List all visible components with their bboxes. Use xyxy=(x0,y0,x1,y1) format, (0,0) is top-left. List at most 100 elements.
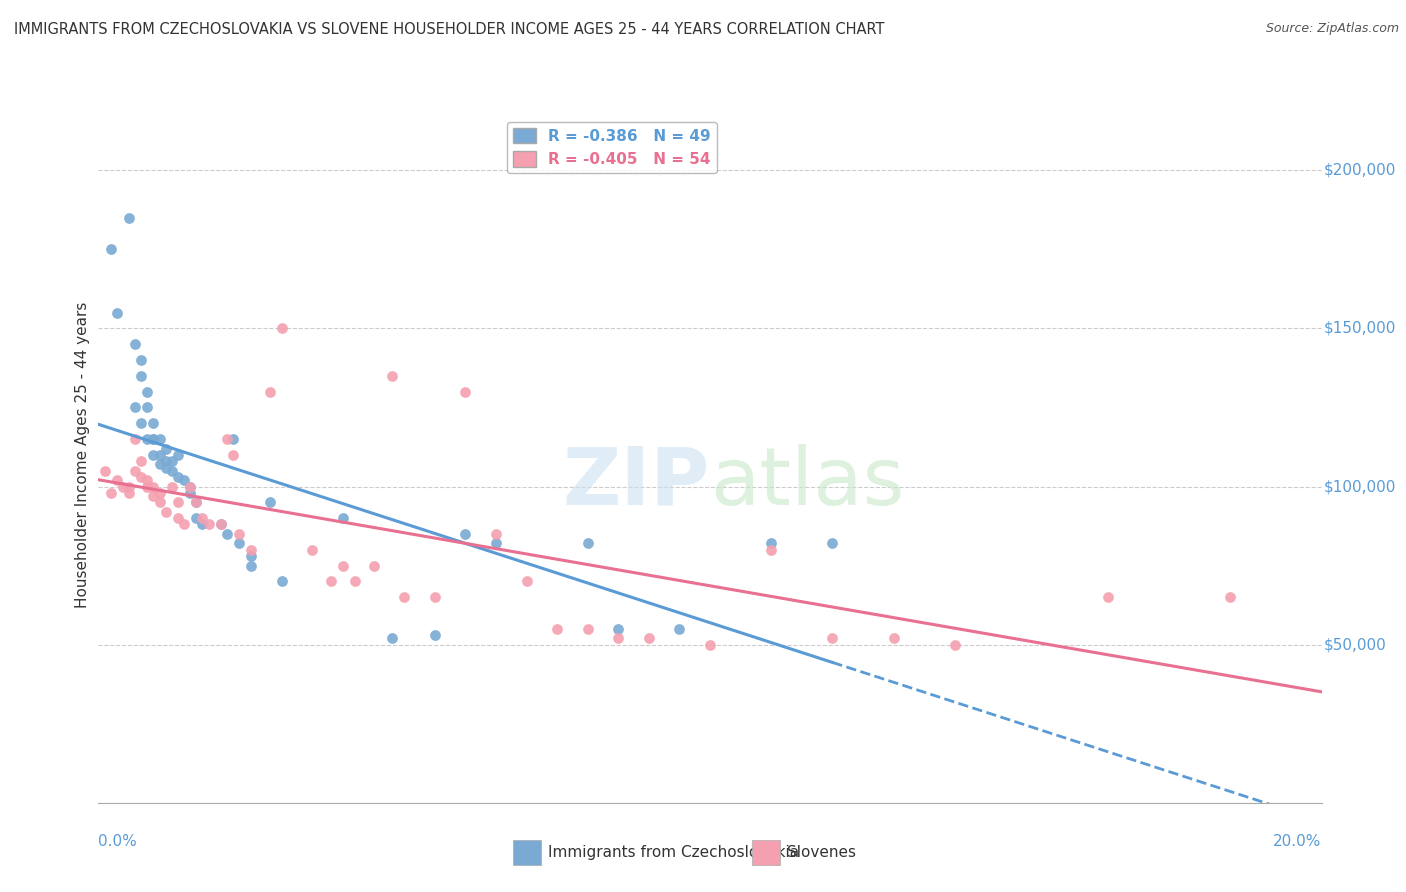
Point xyxy=(1097,591,1119,605)
Point xyxy=(142,432,165,446)
Point xyxy=(344,574,367,589)
Point xyxy=(883,632,905,646)
Point xyxy=(173,517,195,532)
Point xyxy=(155,505,177,519)
Point xyxy=(149,486,172,500)
Point xyxy=(759,542,782,557)
Point xyxy=(136,473,159,487)
Text: $200,000: $200,000 xyxy=(1324,163,1396,178)
Point xyxy=(124,432,146,446)
Text: Source: ZipAtlas.com: Source: ZipAtlas.com xyxy=(1265,22,1399,36)
Point xyxy=(259,495,281,509)
Point xyxy=(363,558,385,573)
Point xyxy=(186,511,208,525)
Point xyxy=(160,464,183,478)
Point xyxy=(381,368,404,383)
Point xyxy=(319,574,342,589)
Point xyxy=(270,574,292,589)
Point xyxy=(454,527,477,541)
Point xyxy=(100,243,122,257)
Point xyxy=(167,495,190,509)
Point xyxy=(100,486,122,500)
Point xyxy=(209,517,232,532)
Point xyxy=(124,401,146,415)
Point xyxy=(1219,591,1241,605)
Point xyxy=(142,417,165,431)
Point xyxy=(179,479,201,493)
Point xyxy=(228,536,250,550)
Point xyxy=(821,536,844,550)
Point xyxy=(142,432,165,446)
Point xyxy=(173,473,195,487)
Point xyxy=(136,432,159,446)
Point xyxy=(124,464,146,478)
Point xyxy=(142,448,165,462)
Point xyxy=(301,542,323,557)
Point xyxy=(149,432,172,446)
Point xyxy=(160,454,183,468)
Point xyxy=(332,558,354,573)
Point xyxy=(485,536,508,550)
Point xyxy=(228,527,250,541)
Point xyxy=(821,632,844,646)
Point xyxy=(215,527,238,541)
Point xyxy=(607,632,630,646)
Point xyxy=(129,368,152,383)
Point xyxy=(118,479,141,493)
Point xyxy=(943,638,966,652)
Point xyxy=(576,536,599,550)
Text: $100,000: $100,000 xyxy=(1324,479,1396,494)
Point xyxy=(699,638,721,652)
Point xyxy=(270,321,292,335)
Point xyxy=(759,536,782,550)
Point xyxy=(516,574,538,589)
Point xyxy=(240,549,263,563)
Point xyxy=(209,517,232,532)
Point xyxy=(155,460,177,475)
Point xyxy=(136,401,159,415)
Point xyxy=(111,479,134,493)
Point xyxy=(186,495,208,509)
Point xyxy=(485,527,508,541)
Point xyxy=(576,622,599,636)
Point xyxy=(423,628,446,642)
Point xyxy=(668,622,690,636)
Text: ZIP: ZIP xyxy=(562,443,710,522)
Point xyxy=(167,511,190,525)
Point xyxy=(454,384,477,399)
Point xyxy=(197,517,219,532)
Text: 20.0%: 20.0% xyxy=(1274,834,1322,849)
Point xyxy=(191,511,214,525)
Point xyxy=(381,632,404,646)
Point xyxy=(142,479,165,493)
Point xyxy=(167,448,190,462)
Point xyxy=(93,464,115,478)
Point xyxy=(607,622,630,636)
Point xyxy=(129,353,152,368)
Point xyxy=(129,470,152,484)
Point xyxy=(191,517,214,532)
Point xyxy=(222,432,245,446)
Text: Slovenes: Slovenes xyxy=(787,846,856,860)
Point xyxy=(136,384,159,399)
Text: atlas: atlas xyxy=(710,443,904,522)
Point xyxy=(186,495,208,509)
Point xyxy=(332,511,354,525)
Point xyxy=(179,479,201,493)
Point xyxy=(124,337,146,351)
Point xyxy=(637,632,661,646)
Point xyxy=(259,384,281,399)
Point xyxy=(118,211,141,225)
Point xyxy=(142,489,165,503)
Point xyxy=(105,305,128,319)
Point xyxy=(129,454,152,468)
Point xyxy=(160,479,183,493)
Text: $50,000: $50,000 xyxy=(1324,637,1386,652)
Point xyxy=(392,591,416,605)
Point xyxy=(222,448,245,462)
Text: IMMIGRANTS FROM CZECHOSLOVAKIA VS SLOVENE HOUSEHOLDER INCOME AGES 25 - 44 YEARS : IMMIGRANTS FROM CZECHOSLOVAKIA VS SLOVEN… xyxy=(14,22,884,37)
Point xyxy=(546,622,568,636)
Point xyxy=(155,442,177,456)
Point xyxy=(155,454,177,468)
Point xyxy=(215,432,238,446)
